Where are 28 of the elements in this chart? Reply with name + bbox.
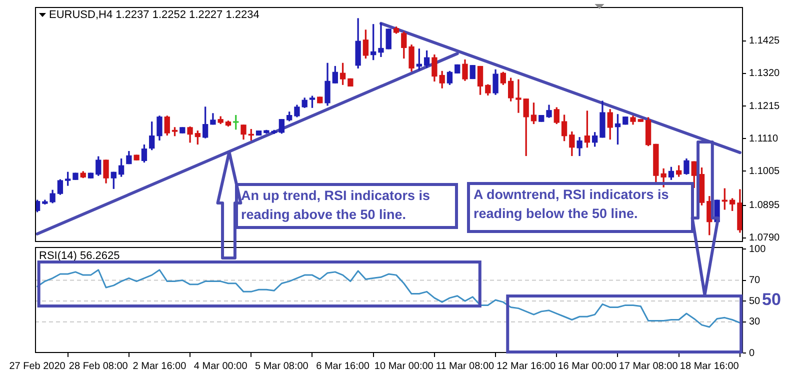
y-tick-label: 1.1110 [749,133,779,144]
y-tick-label: 100 [749,244,766,255]
y-tick-label: 0 [749,348,755,359]
chart-title: EURUSD,H4 1.2237 1.2252 1.2227 1.2234 [49,9,260,21]
chart-title: RSI(14) 56.2625 [39,250,120,262]
y-tick-label: 1.1215 [749,100,780,112]
y-tick-label: 70 [749,275,761,286]
y-tick-label: 1.0895 [749,200,780,212]
x-tick-label: 4 Mar 00:00 [194,360,248,372]
x-tick-label: 12 Mar 16:00 [496,360,556,372]
y-tick-label: 50 [749,296,761,307]
y-tick-label: 1.1320 [749,68,780,80]
x-tick-label: 16 Mar 00:00 [558,360,618,372]
x-tick-label: 2 Mar 16:00 [132,360,187,372]
y-tick-label: 1.1005 [749,166,780,177]
y-tick-label: 30 [749,316,761,328]
annotation: A downtrend, RSI indicators is reading below the 50 line. [467,182,694,233]
y-tick-label: 1.0790 [749,232,780,244]
x-tick-label: 28 Feb 08:00 [68,360,128,372]
annotation: An up trend, RSI indicators is reading above the 50 line. [234,183,458,229]
x-tick-label: 6 Mar 16:00 [316,360,370,372]
x-tick-label: 11 Mar 08:00 [436,360,495,372]
y-tick-label: 1.1425 [749,36,780,47]
x-tick-label: 17 Mar 08:00 [618,360,678,372]
x-tick-label: 5 Mar 08:00 [255,360,309,372]
x-tick-label: 27 Feb 2020 [9,360,66,372]
x-tick-label: 18 Mar 16:00 [680,360,740,372]
x-tick-label: 10 Mar 00:00 [374,360,434,372]
